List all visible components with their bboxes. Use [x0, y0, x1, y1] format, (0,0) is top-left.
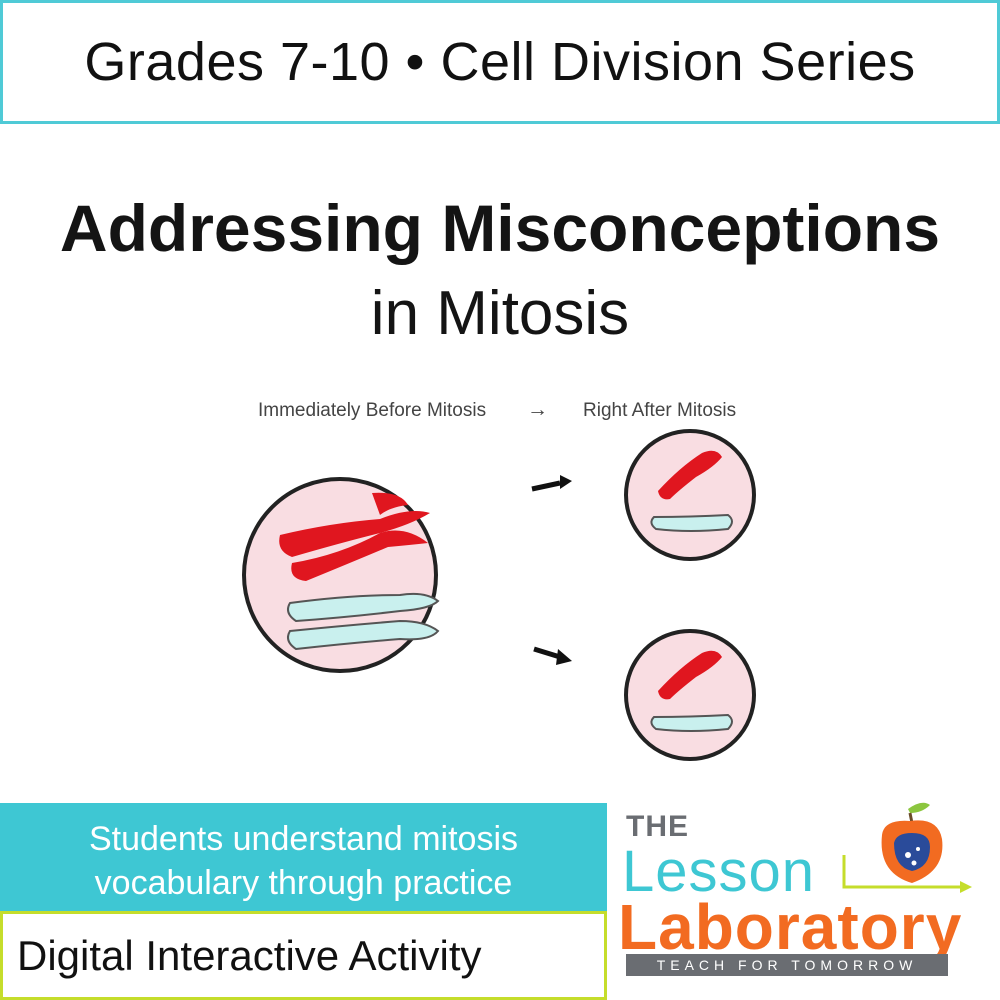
apple-flask-icon [881, 802, 943, 883]
daughter-cell-bottom [624, 629, 756, 761]
logo-laboratory-text: Laboratory [618, 891, 963, 963]
blue-chromosome-pair [287, 592, 440, 651]
activity-type-box: Digital Interactive Activity [0, 911, 607, 1000]
label-arrow-icon: → [527, 398, 548, 421]
logo-lesson-text: Lesson [622, 839, 816, 904]
arrow-top-icon [531, 475, 572, 492]
parent-cell [242, 477, 440, 673]
lesson-laboratory-logo [842, 802, 972, 893]
logo-the-text: THE [626, 810, 689, 843]
mitosis-diagram [242, 429, 756, 761]
logo-tagline: TEACH FOR TOMORROW [626, 954, 948, 976]
page-title: Addressing Misconceptions [59, 191, 941, 265]
grade-banner: Grades 7-10 • Cell Division Series [0, 0, 1000, 124]
activity-type-label: Digital Interactive Activity [17, 931, 482, 979]
label-after-mitosis: Right After Mitosis [583, 400, 737, 421]
arrow-bottom-icon [533, 646, 572, 665]
red-chromosome-pair [279, 492, 430, 581]
daughter-cell-top [624, 429, 756, 561]
callout-line-2: vocabulary through practice [94, 864, 513, 902]
label-before-mitosis: Immediately Before Mitosis [258, 400, 487, 421]
grade-banner-text: Grades 7-10 • Cell Division Series [84, 32, 916, 92]
callout-box: Students understand mitosis vocabulary t… [0, 803, 607, 911]
callout-line-1: Students understand mitosis [88, 820, 519, 858]
page-subtitle: in Mitosis [370, 279, 630, 348]
